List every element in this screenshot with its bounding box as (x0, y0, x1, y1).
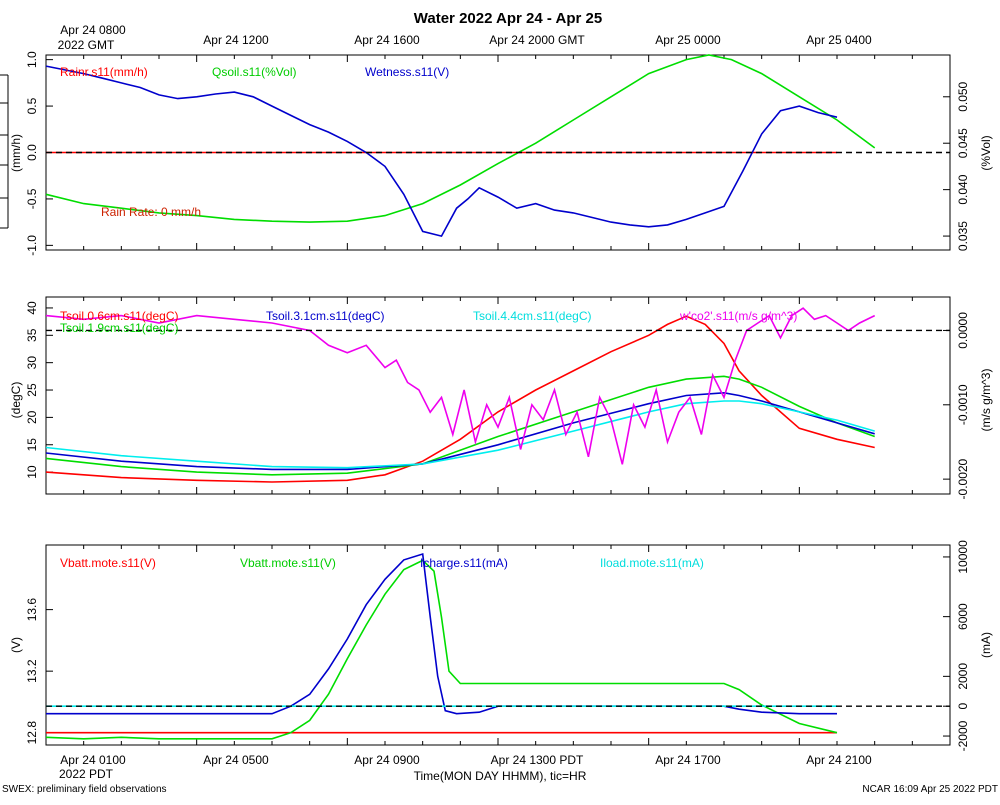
y-tick-label: 0.0 (25, 144, 39, 161)
y-tick-label: 0.0000 (956, 312, 970, 349)
y-tick-label: -0.5 (25, 188, 39, 209)
y-tick-label: 0.045 (956, 128, 970, 158)
y-tick-label: -2000 (956, 720, 970, 751)
power-xticks (45, 545, 951, 745)
series-line (45, 400, 875, 469)
soil-series (45, 307, 950, 483)
water-yticks-right: 0.035 0.040 0.045 0.050 (943, 81, 970, 251)
y-tick-label: 12.8 (25, 721, 39, 745)
soil-yticks-right: -0.0020 -0.0010 0.0000 (943, 312, 970, 499)
y-tick-label: 0.050 (956, 81, 970, 111)
pdt-tick-label: Apr 24 2100 (806, 753, 872, 767)
water-xticks (45, 55, 951, 250)
legend-icharge: Icharge.s11(mA) (420, 556, 508, 570)
y-tick-label: 13.6 (25, 598, 39, 622)
y-tick-label: 0 (956, 703, 970, 710)
side-ruler (0, 74, 9, 229)
series-line (46, 552, 837, 715)
pdt-tick-label: Apr 24 0900 (354, 753, 420, 767)
y-tick-label: 0.035 (956, 221, 970, 251)
legend-wco2: w'co2'.s11(m/s g/m^3) (679, 309, 797, 323)
pdt-tick-label: Apr 24 0500 (203, 753, 269, 767)
y-tick-label: 20 (25, 410, 39, 424)
legend-tsoil-0-6: Tsoil.0.6cm.s11(degC) (60, 309, 179, 323)
series-line (45, 375, 875, 476)
power-ylabel-right: (mA) (979, 632, 993, 658)
gmt-tick-label: Apr 25 0000 (655, 33, 721, 47)
legend-vbatt-red: Vbatt.mote.s11(V) (60, 556, 156, 570)
soil-ylabel-left: (degC) (9, 382, 23, 419)
pdt-tick-label: Apr 24 0100 (60, 753, 126, 767)
y-tick-label: -0.0020 (956, 458, 970, 499)
series-line (45, 65, 838, 238)
gmt-axis: Apr 24 0800 2022 GMT Apr 24 1200 Apr 24 … (58, 23, 872, 52)
legend-tsoil-3-1: Tsoil.3.1cm.s11(degC) (266, 309, 385, 323)
power-ylabel-left: (V) (9, 637, 23, 653)
soil-panel-frame (45, 296, 951, 495)
gmt-tick-label: Apr 24 2000 GMT (489, 33, 585, 47)
legend-vbatt-green: Vbatt.mote.s11(V) (240, 556, 336, 570)
water-ylabel-left: (mm/h) (9, 134, 23, 172)
pdt-tick-label: Apr 24 1300 PDT (491, 753, 584, 767)
y-tick-label: 6000 (956, 603, 970, 630)
y-tick-label: 10000 (956, 540, 970, 574)
pdt-tick-label: Apr 24 1700 (655, 753, 721, 767)
legend-iload: Iload.mote.s11(mA) (600, 556, 704, 570)
y-tick-label: 2000 (956, 663, 970, 690)
legend-wetness: Wetness.s11(V) (365, 65, 449, 79)
y-tick-label: 15 (25, 438, 39, 452)
water-series (45, 54, 950, 238)
y-tick-label: 1.0 (25, 51, 39, 68)
power-panel: 12.8 13.2 13.6 -2000 0 2000 6000 10000 (V) (mA… (9, 540, 993, 751)
y-tick-label: 10 (25, 465, 39, 479)
series-line (45, 54, 876, 223)
y-tick-label: 35 (25, 328, 39, 342)
series-line (45, 391, 875, 471)
legend-tsoil-4-4: Tsoil.4.4cm.s11(degC) (473, 309, 592, 323)
footer-left: SWEX: preliminary field observations (2, 784, 167, 795)
y-tick-label: 0.040 (956, 174, 970, 204)
gmt-tick-label: Apr 25 0400 (806, 33, 872, 47)
legend-rainr: Rainr.s11(mm/h) (60, 65, 148, 79)
rain-rate-annotation: Rain Rate: 0 mm/h (101, 205, 201, 219)
gmt-year-label: 2022 GMT (58, 38, 115, 52)
y-tick-label: 0.5 (25, 97, 39, 114)
power-yticks-right: -2000 0 2000 6000 10000 (943, 540, 970, 751)
series-line (45, 559, 838, 740)
power-yticks-left: 12.8 13.2 13.6 (25, 598, 53, 745)
pdt-axis: Apr 24 0100 2022 PDT Apr 24 0500 Apr 24 … (59, 753, 872, 781)
power-panel-frame (45, 544, 951, 746)
soil-ylabel-right: (m/s g/m^3) (979, 369, 993, 432)
gmt-tick-label: Apr 24 1600 (354, 33, 420, 47)
gmt-tick-label: Apr 24 1200 (203, 33, 269, 47)
soil-xticks (45, 297, 951, 494)
y-tick-label: 25 (25, 383, 39, 397)
y-tick-label: 30 (25, 356, 39, 370)
soil-panel: 10 15 20 25 30 35 40 -0.0020 -0.0010 0.0000 (deg… (9, 297, 993, 499)
gmt-tick-label: Apr 24 0800 (60, 23, 126, 37)
y-tick-label: -1.0 (25, 235, 39, 256)
legend-qsoil: Qsoil.s11(%Vol) (212, 65, 296, 79)
footer-right: NCAR 16:09 Apr 25 2022 PDT (862, 784, 998, 795)
series-line (45, 307, 876, 465)
legend-tsoil-1-9: Tsoil.1.9cm.s11(degC) (60, 321, 179, 335)
y-tick-label: 40 (25, 301, 39, 315)
water-ylabel-right: (%Vol) (979, 135, 993, 170)
water-yticks-left: -1.0 -0.5 0.0 0.5 1.0 (25, 51, 53, 256)
pdt-year-label: 2022 PDT (59, 767, 114, 781)
y-tick-label: -0.0010 (956, 384, 970, 425)
water-panel: -1.0 -0.5 0.0 0.5 1.0 0.035 0.040 0.045 0.050 (… (9, 51, 993, 256)
x-axis-label: Time(MON DAY HHMM), tic=HR (414, 769, 587, 783)
y-tick-label: 13.2 (25, 659, 39, 683)
soil-yticks-left: 10 15 20 25 30 35 40 (25, 301, 53, 479)
power-series (45, 552, 950, 740)
chart-title: Water 2022 Apr 24 - Apr 25 (414, 10, 602, 27)
